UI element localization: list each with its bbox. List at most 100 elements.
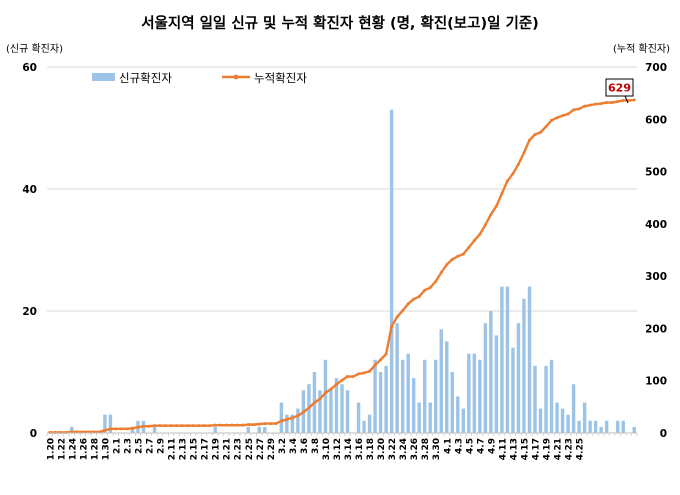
y-right-ticks: 0 100 200 300 400 500 600 700 bbox=[645, 62, 667, 440]
cumulative-point bbox=[522, 151, 526, 155]
x-tick-label: 3.12 bbox=[333, 438, 343, 460]
new-cases-bar bbox=[577, 420, 581, 433]
new-cases-bar bbox=[345, 390, 350, 433]
x-tick-label: 4.5 bbox=[465, 438, 475, 454]
x-tick-label: 2.3 bbox=[123, 438, 133, 454]
cumulative-point bbox=[632, 98, 636, 102]
cumulative-point bbox=[434, 279, 438, 283]
x-tick-label: 4.25 bbox=[576, 438, 586, 460]
new-cases-bar bbox=[582, 402, 587, 433]
cumulative-point bbox=[208, 424, 212, 428]
cumulative-point bbox=[130, 426, 134, 430]
x-tick-label: 3.4 bbox=[289, 438, 299, 454]
new-cases-bar bbox=[103, 414, 107, 433]
x-tick-label: 2.19 bbox=[212, 438, 222, 460]
cumulative-point bbox=[395, 315, 399, 319]
cumulative-point bbox=[472, 239, 476, 243]
x-tick-label: 1.24 bbox=[68, 438, 78, 460]
new-cases-bar bbox=[544, 365, 548, 433]
x-tick-label: 2.23 bbox=[234, 438, 244, 460]
cumulative-point bbox=[114, 427, 118, 431]
new-cases-bar bbox=[285, 414, 289, 433]
x-tick-label: 1.28 bbox=[90, 438, 100, 460]
x-tick-label: 2.21 bbox=[223, 438, 233, 460]
y-left-axis-label: (신규 확진자) bbox=[6, 43, 63, 55]
x-tick-labels: 1.20 1.22 1.24 1.26 1.28 1.30 2.1 2.3 2.5 2.7 2.9 2… bbox=[46, 438, 585, 460]
new-cases-bar bbox=[593, 420, 598, 433]
new-cases-bar bbox=[467, 353, 471, 433]
cumulative-point bbox=[351, 375, 355, 379]
new-cases-bar bbox=[527, 286, 532, 433]
new-cases-bar bbox=[406, 353, 410, 433]
callout-629: 629 bbox=[605, 78, 634, 104]
cumulative-point bbox=[616, 100, 620, 104]
cumulative-point bbox=[566, 112, 570, 116]
new-cases-bar bbox=[362, 420, 366, 433]
new-cases-bar bbox=[400, 359, 405, 433]
y-right-tick-label: 300 bbox=[645, 271, 667, 283]
cumulative-point bbox=[180, 424, 184, 428]
y-left-tick-label: 0 bbox=[30, 428, 37, 440]
cumulative-point bbox=[489, 212, 493, 216]
cumulative-point bbox=[329, 387, 333, 391]
cumulative-point bbox=[125, 427, 129, 431]
cumulative-point bbox=[274, 422, 278, 426]
cumulative-point bbox=[191, 424, 195, 428]
new-cases-bar bbox=[318, 390, 322, 433]
new-cases-bar bbox=[571, 384, 576, 433]
cumulative-point bbox=[252, 423, 256, 427]
cumulative-point bbox=[246, 423, 250, 427]
x-tick-label: 4.17 bbox=[531, 438, 541, 460]
cumulative-point bbox=[544, 125, 548, 129]
cumulative-point bbox=[285, 417, 289, 421]
x-tick-label: 2.1 bbox=[112, 438, 122, 454]
new-cases-bar bbox=[505, 286, 510, 433]
cumulative-point bbox=[373, 363, 377, 367]
cumulative-point bbox=[379, 358, 383, 362]
new-cases-bar bbox=[560, 408, 565, 433]
cumulative-point bbox=[412, 297, 416, 301]
cumulative-point bbox=[257, 422, 261, 426]
x-tick-label: 1.20 bbox=[46, 438, 56, 460]
cumulative-point bbox=[583, 104, 587, 108]
cumulative-point bbox=[64, 430, 68, 434]
cumulative-point bbox=[627, 98, 631, 102]
new-cases-bar bbox=[290, 414, 295, 433]
new-cases-bar bbox=[384, 365, 388, 433]
new-cases-bar bbox=[566, 414, 570, 433]
x-tick-label: 2.25 bbox=[245, 438, 255, 460]
cumulative-point bbox=[516, 162, 520, 166]
cumulative-point bbox=[59, 430, 63, 434]
cumulative-point bbox=[362, 371, 366, 375]
new-cases-bar bbox=[615, 420, 620, 433]
x-tick-label: 1.30 bbox=[101, 438, 111, 460]
cumulative-point bbox=[153, 424, 157, 428]
new-cases-bar bbox=[334, 378, 339, 433]
x-tick-label: 4.11 bbox=[498, 438, 508, 460]
y-right-tick-label: 0 bbox=[660, 428, 667, 440]
x-tick-label: 4.13 bbox=[509, 438, 519, 460]
new-cases-bar bbox=[70, 426, 74, 433]
new-cases-bar bbox=[395, 323, 399, 433]
new-cases-bar bbox=[389, 109, 394, 433]
x-tick-label: 4.21 bbox=[554, 438, 564, 460]
cumulative-point bbox=[279, 419, 283, 423]
new-cases-bar bbox=[428, 402, 432, 433]
x-tick-label: 3.28 bbox=[421, 438, 431, 460]
cumulative-point bbox=[594, 102, 598, 106]
cumulative-point bbox=[301, 410, 305, 414]
x-tick-label: 4.15 bbox=[520, 438, 530, 460]
cumulative-point bbox=[384, 352, 388, 356]
new-cases-bar bbox=[340, 384, 344, 433]
cumulative-point bbox=[494, 204, 498, 208]
x-tick-label: 4.19 bbox=[543, 438, 553, 460]
cumulative-point bbox=[527, 138, 531, 142]
callout-box bbox=[605, 78, 634, 97]
legend: 신규확진자 누적확진자 bbox=[92, 71, 307, 85]
cumulative-point bbox=[119, 427, 123, 431]
cumulative-point bbox=[158, 424, 162, 428]
legend-marker-cumulative bbox=[233, 74, 239, 80]
x-tick-label: 3.30 bbox=[432, 438, 442, 460]
cumulative-point bbox=[108, 427, 112, 431]
